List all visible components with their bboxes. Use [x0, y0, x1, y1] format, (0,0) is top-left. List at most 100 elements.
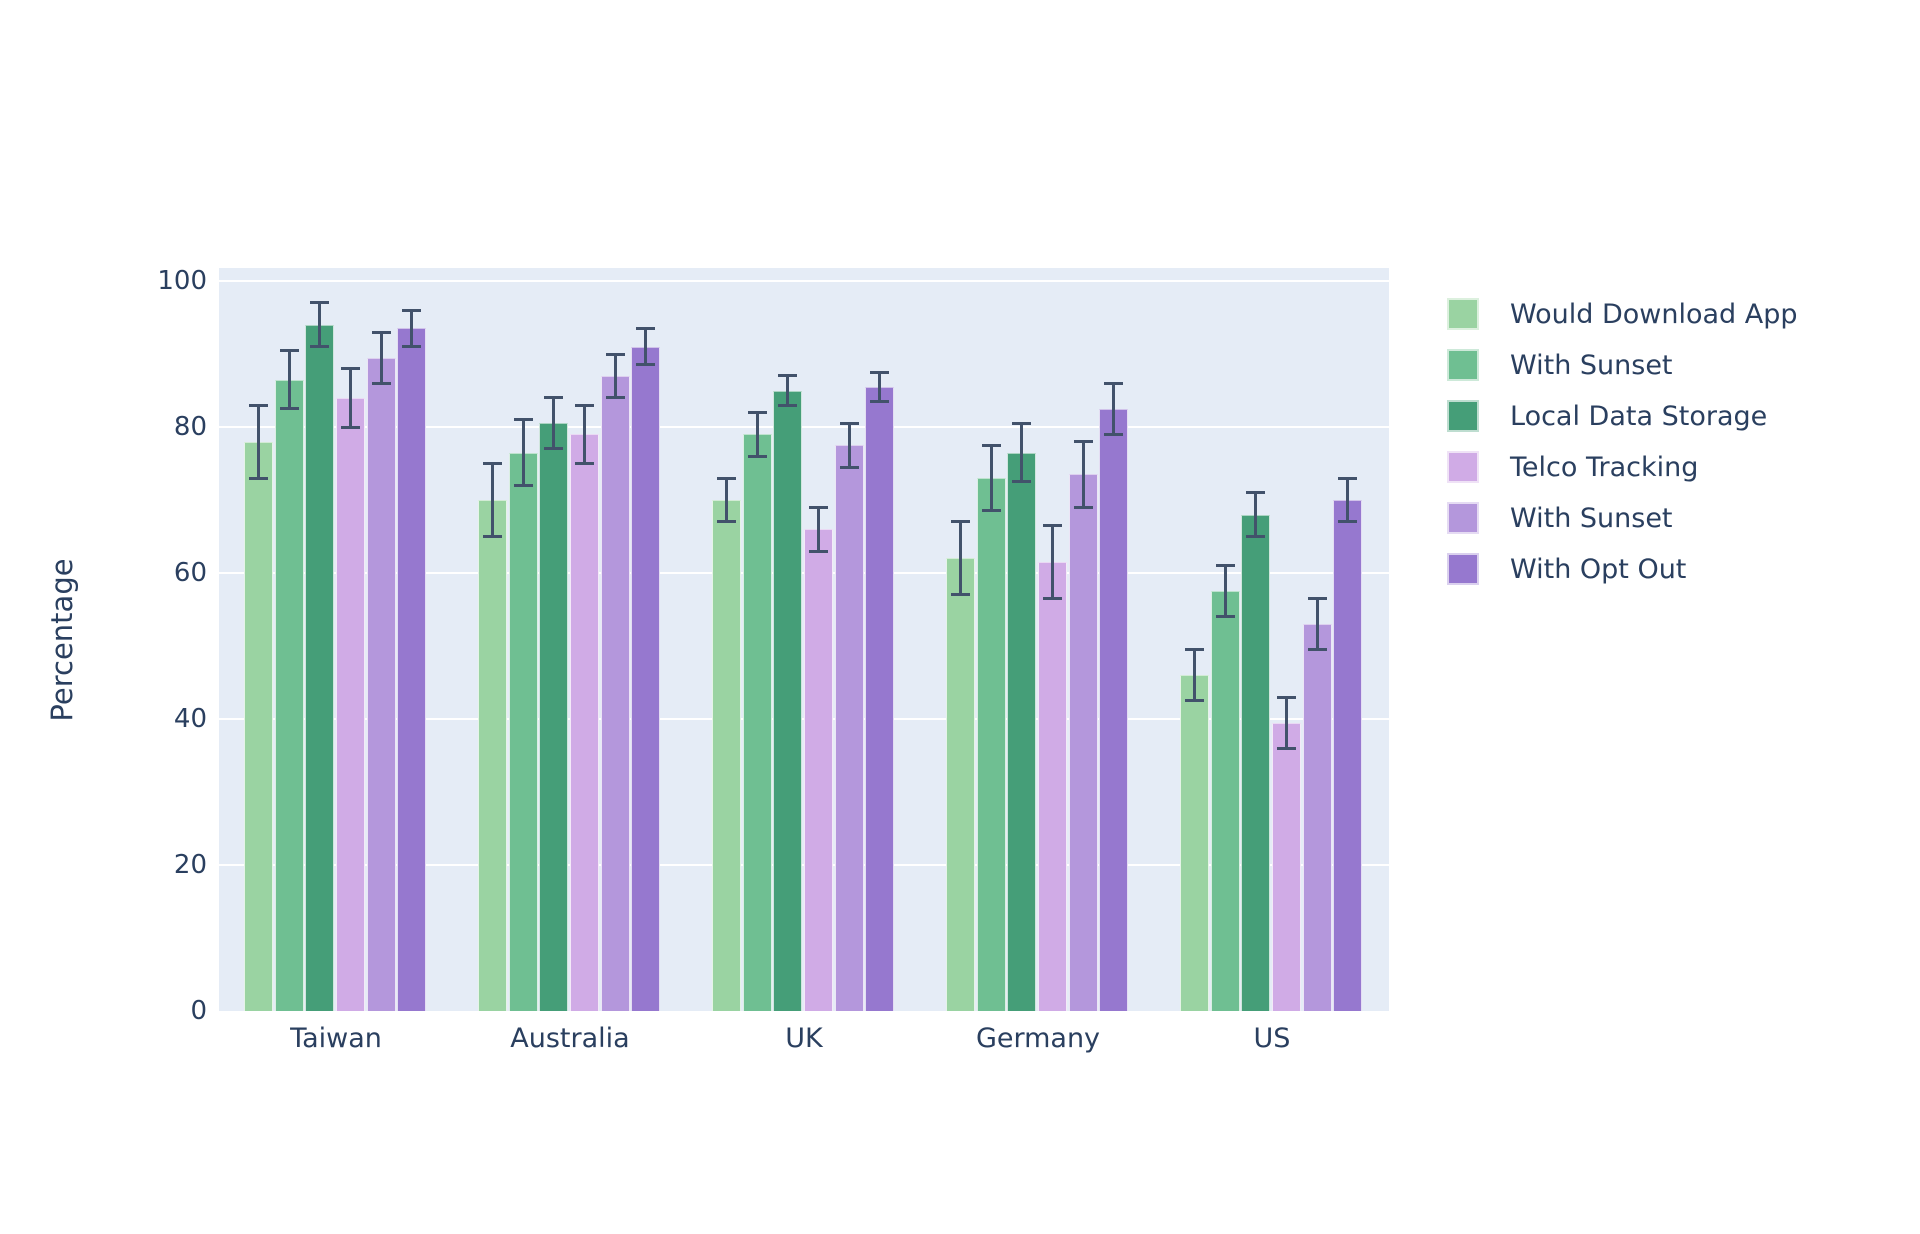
bar-us-series2[interactable]: [1210, 591, 1240, 1011]
bar-germany-series5[interactable]: [1068, 474, 1098, 1011]
bar-australia-series5[interactable]: [600, 375, 630, 1011]
error-bar-cap: [513, 483, 533, 487]
bar-germany-series6[interactable]: [1099, 408, 1129, 1011]
legend-label: Would Download App: [1510, 298, 1798, 330]
error-bar-line: [1050, 525, 1054, 599]
bar-australia-series1[interactable]: [478, 500, 507, 1011]
error-bar-line: [521, 419, 525, 486]
error-bar-cap: [636, 326, 656, 330]
bar-uk-series3[interactable]: [773, 390, 803, 1011]
error-bar-line: [1346, 478, 1350, 522]
error-bar-line: [847, 423, 851, 468]
error-bar-cap: [747, 410, 767, 414]
legend-swatch: [1447, 349, 1479, 381]
y-tick-label-20: 20: [173, 850, 207, 880]
error-bar-cap: [1338, 520, 1358, 524]
legend-swatch: [1447, 451, 1479, 483]
bar-taiwan-series6[interactable]: [397, 328, 427, 1011]
error-bar-line: [1193, 649, 1196, 701]
legend-item-telco-tracking-4[interactable]: Telco Tracking: [1447, 451, 1798, 483]
gridline-100: [219, 280, 1389, 282]
error-bar-cap: [808, 549, 828, 553]
error-bar-cap: [778, 374, 798, 378]
legend-item-with-sunset-5[interactable]: With Sunset: [1447, 502, 1798, 534]
legend-swatch: [1447, 298, 1479, 330]
x-tick-label-germany: Germany: [975, 1023, 1101, 1054]
legend-label: Local Data Storage: [1510, 400, 1768, 432]
error-bar-line: [959, 521, 962, 595]
bar-taiwan-series3[interactable]: [305, 324, 335, 1011]
legend-swatch: [1447, 553, 1479, 585]
legend-item-would-download-app-1[interactable]: Would Download App: [1447, 298, 1798, 330]
bar-taiwan-series2[interactable]: [274, 379, 304, 1011]
error-bar-cap: [870, 399, 890, 403]
error-bar-line: [410, 310, 414, 347]
error-bar-cap: [371, 381, 391, 385]
bar-taiwan-series5[interactable]: [366, 357, 396, 1011]
bar-uk-series6[interactable]: [865, 386, 895, 1011]
error-bar-cap: [778, 403, 798, 407]
error-bar-cap: [1215, 564, 1235, 568]
error-bar-cap: [717, 520, 736, 524]
legend-swatch: [1447, 502, 1479, 534]
error-bar-line: [287, 350, 291, 409]
error-bar-line: [786, 375, 790, 406]
error-bar-cap: [951, 593, 970, 597]
bar-uk-series4[interactable]: [803, 529, 833, 1011]
error-bar-cap: [1073, 505, 1093, 509]
y-tick-label-40: 40: [173, 704, 207, 734]
error-bar-cap: [513, 418, 533, 422]
error-bar-cap: [1338, 476, 1358, 480]
error-bar-cap: [981, 509, 1001, 513]
error-bar-cap: [402, 345, 422, 349]
error-bar-cap: [605, 352, 625, 356]
error-bar-line: [1223, 565, 1227, 617]
error-bar-cap: [839, 465, 859, 469]
bar-germany-series1[interactable]: [946, 558, 975, 1011]
error-bar-line: [582, 405, 586, 464]
bar-uk-series2[interactable]: [742, 434, 772, 1011]
error-bar-cap: [605, 396, 625, 400]
bar-australia-series2[interactable]: [508, 452, 538, 1011]
bar-uk-series5[interactable]: [834, 445, 864, 1011]
error-bar-cap: [839, 421, 859, 425]
error-bar-line: [491, 463, 494, 537]
error-bar-cap: [1215, 615, 1235, 619]
legend-swatch: [1447, 400, 1479, 432]
error-bar-cap: [1042, 524, 1062, 528]
error-bar-cap: [544, 396, 564, 400]
error-bar-cap: [371, 330, 391, 334]
error-bar-cap: [483, 535, 502, 538]
error-bar-cap: [1012, 480, 1032, 484]
bar-us-series3[interactable]: [1241, 514, 1271, 1011]
bar-australia-series3[interactable]: [539, 423, 569, 1011]
bar-germany-series3[interactable]: [1007, 452, 1037, 1011]
bar-germany-series2[interactable]: [976, 478, 1006, 1011]
legend-label: Telco Tracking: [1510, 451, 1699, 483]
legend-item-local-data-storage-3[interactable]: Local Data Storage: [1447, 400, 1798, 432]
bar-taiwan-series1[interactable]: [244, 441, 273, 1011]
legend-item-with-sunset-2[interactable]: With Sunset: [1447, 349, 1798, 381]
error-bar-line: [989, 445, 993, 511]
bar-taiwan-series4[interactable]: [335, 397, 365, 1011]
error-bar-cap: [483, 462, 502, 465]
legend-item-with-opt-out-6[interactable]: With Opt Out: [1447, 553, 1798, 585]
error-bar-cap: [1104, 432, 1124, 436]
error-bar-line: [725, 478, 728, 522]
bar-us-series4[interactable]: [1271, 722, 1301, 1011]
bar-us-series6[interactable]: [1333, 500, 1363, 1011]
bar-us-series1[interactable]: [1180, 675, 1209, 1011]
error-bar-cap: [1276, 746, 1296, 750]
bar-uk-series1[interactable]: [712, 500, 741, 1011]
error-bar-cap: [1307, 597, 1327, 601]
error-bar-cap: [402, 308, 422, 312]
bar-australia-series6[interactable]: [631, 346, 661, 1011]
error-bar-cap: [340, 425, 360, 429]
bar-australia-series4[interactable]: [569, 434, 599, 1011]
bar-us-series5[interactable]: [1302, 624, 1332, 1011]
error-bar-line: [878, 372, 882, 402]
bar-germany-series4[interactable]: [1037, 562, 1067, 1011]
error-bar-cap: [1012, 421, 1032, 425]
error-bar-cap: [1185, 648, 1204, 652]
